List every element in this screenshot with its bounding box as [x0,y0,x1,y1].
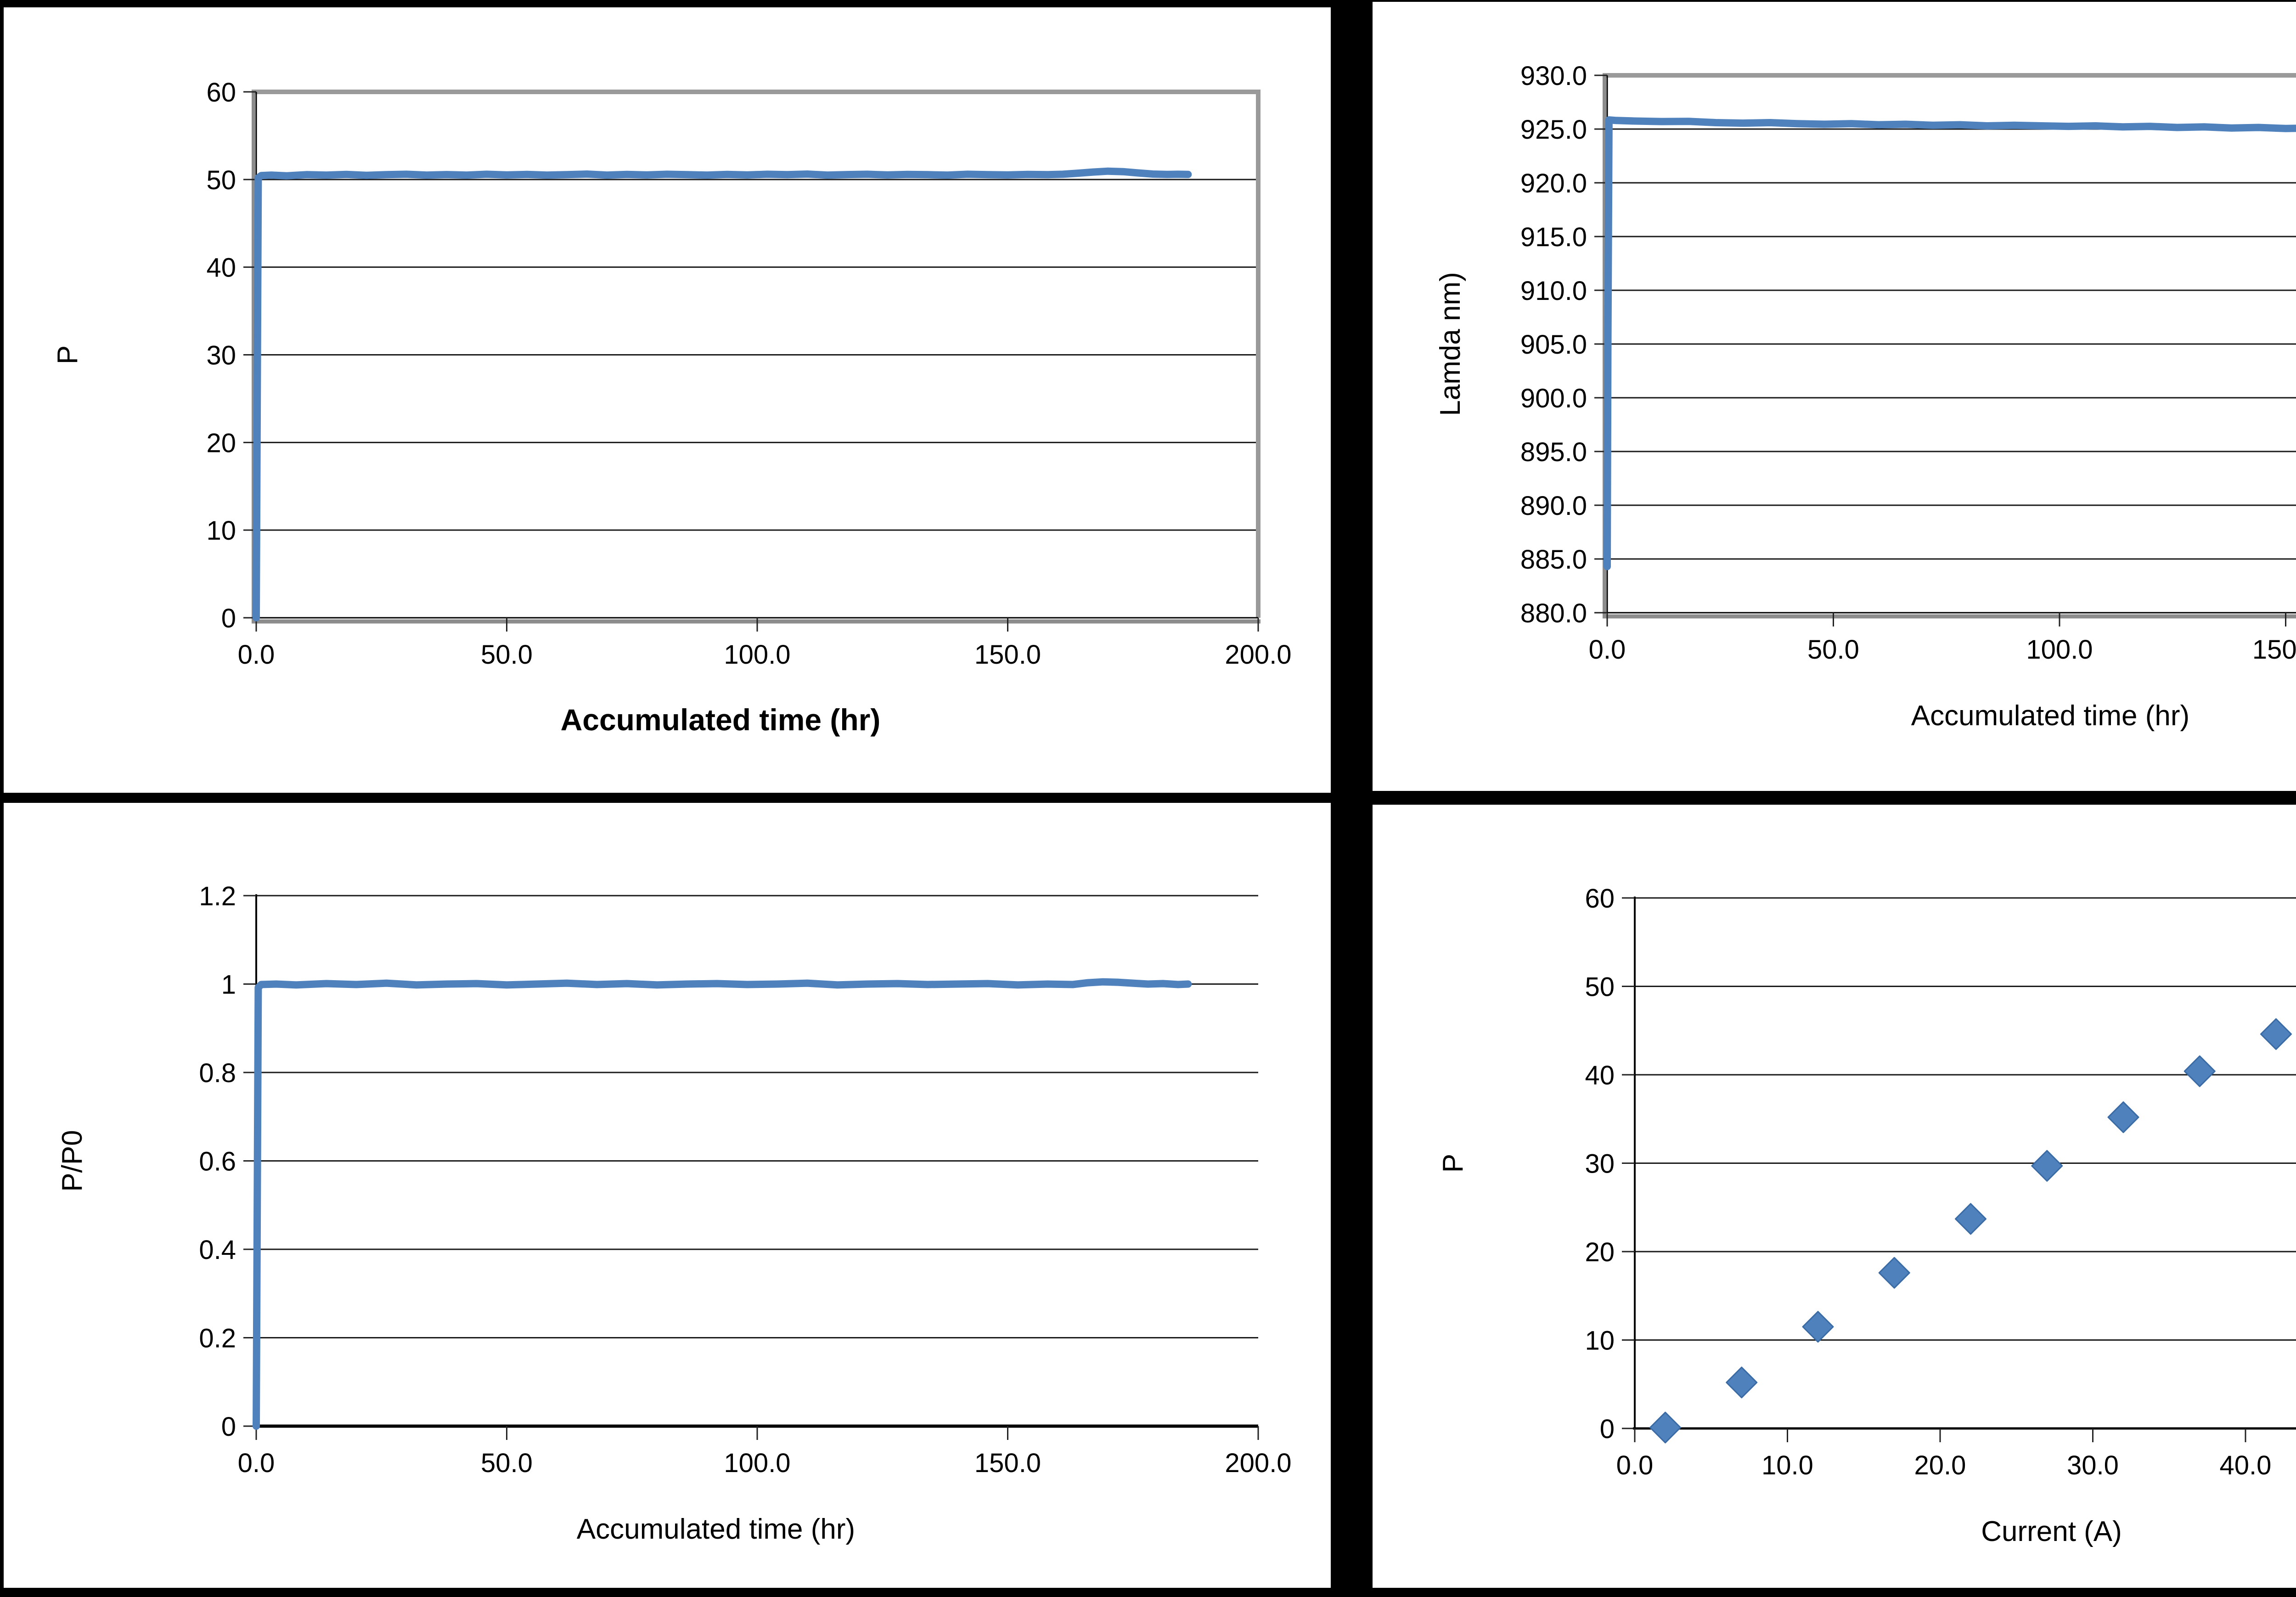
y-tick-label: 20 [206,428,236,458]
y-tick-label: 920.0 [1520,169,1587,198]
x-tick-label: 10.0 [1761,1450,1813,1480]
y-tick-label: 890.0 [1520,491,1587,521]
x-axis-title: Accumulated time (hr) [577,1513,855,1545]
x-tick-label: 100.0 [2026,635,2093,665]
y-tick-label: 905.0 [1520,330,1587,360]
diamond-marker [1955,1203,1986,1235]
power-vs-time-chart: 0 10 20 30 40 50 60 0.0 50.0 100.0 150.0 200.0 Accum… [52,78,1292,737]
panel-wavelength-vs-time: 880.0 885.0 890.0 895.0 900.0 905.0 910.0 915.0… [1373,2,2296,791]
y-tick-label: 895.0 [1520,437,1587,467]
diamond-marker [2183,1055,2216,1087]
gridlines [1607,128,2296,560]
y-tick-label: 40 [1585,1061,1615,1090]
x-tick-label: 20.0 [1914,1450,1966,1480]
y-tick-label: 910.0 [1520,276,1587,306]
y-axis [1622,897,1636,1429]
x-tick-label: 0.0 [238,1448,275,1478]
y-tick-label: 930.0 [1520,61,1587,91]
x-tick-labels: 0.010.020.030.040.050.060.0 [1616,1450,2272,1480]
y-axis-title: P/P0 [56,1130,88,1191]
x-axis-title: Accumulated time (hr) [1911,700,2189,732]
data-series-line [253,167,1192,621]
y-tick-label: 880.0 [1520,598,1587,628]
y-tick-label: 20 [1585,1237,1615,1267]
plot-frame [252,90,1261,618]
y-tick-label: 60 [206,78,236,107]
y-tick-labels: 0 0.2 0.4 0.6 0.8 1 1.2 [199,881,236,1442]
y-axis-title: P [1437,1154,1469,1173]
data-series-line [1604,116,2296,570]
x-tick-labels: 0.0 50.0 100.0 150.0 200.0 [238,1448,1292,1478]
x-axis [1633,1427,2296,1442]
x-tick-label: 100.0 [724,640,790,670]
y-tick-label: 30 [1585,1149,1615,1179]
gridlines [1635,897,2296,1341]
y-tick-label: 40 [206,253,236,283]
y-tick-label: 0 [221,604,236,633]
x-tick-label: 0.0 [238,640,275,670]
x-tick-label: 0.0 [1616,1450,1654,1480]
plot-frame [1603,73,2296,78]
x-axis-title: Current (A) [1981,1516,2122,1547]
x-tick-label: 0.0 [1589,635,1626,665]
y-tick-label: 900.0 [1520,384,1587,413]
gridlines [256,179,1258,531]
y-axis-title: Lamda nm) [1435,272,1466,416]
wavelength-vs-time-chart: 880.0 885.0 890.0 895.0 900.0 905.0 910.0 915.0… [1435,61,2296,732]
diamond-marker [1649,1411,1681,1444]
x-tick-label: 200.0 [1225,1448,1291,1478]
power-vs-current-chart: 01020304050600.010.020.030.040.050.060.0… [1437,884,2296,1547]
x-axis [252,617,1261,632]
y-tick-label: 50 [206,165,236,195]
y-tick-label: 0.8 [199,1058,236,1088]
panel-normalized-power-vs-time: 0 0.2 0.4 0.6 0.8 1 1.2 0.0 50.0 100.0 150.0 200.0 A… [4,803,1331,1588]
y-tick-label: 885.0 [1520,545,1587,575]
y-tick-label: 60 [1585,884,1615,914]
x-tick-label: 150.0 [974,1448,1041,1478]
y-tick-label: 30 [206,341,236,371]
data-series-line [253,978,1192,1430]
y-tick-labels: 0 10 20 30 40 50 60 [206,78,236,633]
diamond-marker [1726,1366,1758,1399]
y-tick-label: 0 [1600,1414,1615,1444]
y-tick-label: 1 [221,970,236,1000]
y-tick-label: 1.2 [199,881,236,911]
y-axis-title: P [52,345,84,364]
y-tick-label: 0.2 [199,1324,236,1354]
x-axis [1603,612,2296,626]
x-tick-label: 150.0 [974,640,1041,670]
diamond-marker [1878,1257,1910,1289]
diamond-marker [1802,1311,1834,1343]
x-tick-label: 50.0 [481,640,533,670]
y-tick-labels: 880.0 885.0 890.0 895.0 900.0 905.0 910.0 915.0… [1520,61,1587,628]
x-tick-labels: 0.0 50.0 100.0 150.0 200.0 [238,640,1292,670]
x-tick-label: 100.0 [724,1448,790,1478]
panel-power-vs-current: 01020304050600.010.020.030.040.050.060.0… [1373,805,2296,1588]
x-tick-label: 150.0 [2252,635,2296,665]
gridlines [256,895,1258,1338]
x-axis [254,1424,1259,1440]
x-tick-label: 40.0 [2220,1450,2272,1480]
diamond-marker [2260,1018,2292,1050]
x-tick-label: 30.0 [2067,1450,2119,1480]
y-tick-label: 915.0 [1520,222,1587,252]
diamond-marker [2031,1150,2063,1182]
x-tick-label: 200.0 [1225,640,1291,670]
y-tick-label: 0.6 [199,1147,236,1177]
y-tick-label: 50 [1585,972,1615,1002]
diamond-marker [2107,1101,2139,1133]
normalized-power-vs-time-chart: 0 0.2 0.4 0.6 0.8 1 1.2 0.0 50.0 100.0 150.0 200.0 A… [56,881,1292,1545]
y-tick-label: 10 [1585,1326,1615,1356]
y-tick-label: 0.4 [199,1235,236,1265]
x-tick-label: 50.0 [1807,635,1859,665]
x-axis-title: Accumulated time (hr) [561,703,881,737]
scatter-points [1649,1018,2292,1444]
panel-power-vs-time: 0 10 20 30 40 50 60 0.0 50.0 100.0 150.0 200.0 Accum… [4,7,1331,793]
y-tick-label: 10 [206,516,236,546]
y-tick-label: 0 [221,1412,236,1442]
y-tick-label: 925.0 [1520,115,1587,145]
y-tick-labels: 0 10 20 30 40 50 60 [1585,884,1615,1444]
x-tick-label: 50.0 [481,1448,533,1478]
